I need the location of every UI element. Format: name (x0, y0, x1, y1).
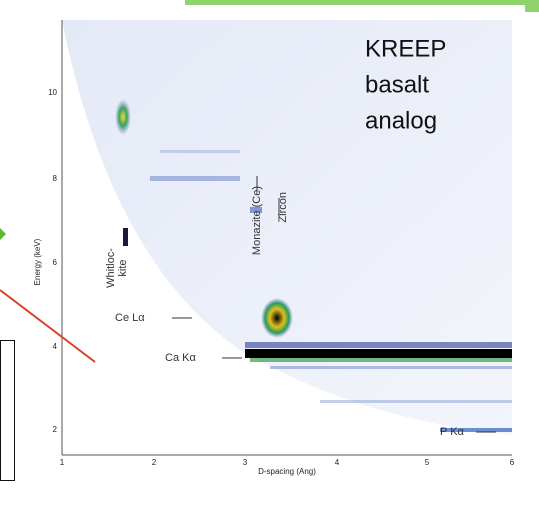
y-tick-label: 10 (48, 88, 57, 97)
x-tick-label: 1 (60, 458, 65, 467)
x-axis-label: D-spacing (Ang) (258, 467, 316, 476)
title-line: KREEP (365, 35, 446, 62)
annotation: P Kα (440, 426, 465, 438)
y-tick-label: 2 (53, 425, 58, 434)
annotation: kite (117, 259, 129, 276)
annotation: Monazite (Ce) (251, 186, 263, 255)
x-tick-label: 4 (335, 458, 340, 467)
annotation: Whitloc- (105, 248, 117, 288)
y-axis-label: Energy (keV) (33, 238, 42, 285)
bullet (0, 228, 6, 240)
side-box (1, 341, 15, 481)
screen: 1 2 3 4 5 6 10 8 6 4 2 D-spacing (Ang) E… (0, 0, 539, 508)
annotation: Ce Lα (115, 312, 145, 324)
page: {"figure": { "title_lines": ["KREEP", "b… (0, 0, 539, 508)
annotation: Ca Kα (165, 352, 196, 364)
x-tick-label: 2 (152, 458, 157, 467)
x-tick-label: 3 (243, 458, 248, 467)
title-line: basalt (365, 71, 429, 98)
x-tick-label: 5 (425, 458, 430, 467)
y-tick-label: 6 (53, 258, 58, 267)
y-tick-label: 8 (53, 174, 58, 183)
title-line: analog (365, 107, 437, 134)
y-tick-label: 4 (53, 342, 58, 351)
x-tick-label: 6 (510, 458, 515, 467)
